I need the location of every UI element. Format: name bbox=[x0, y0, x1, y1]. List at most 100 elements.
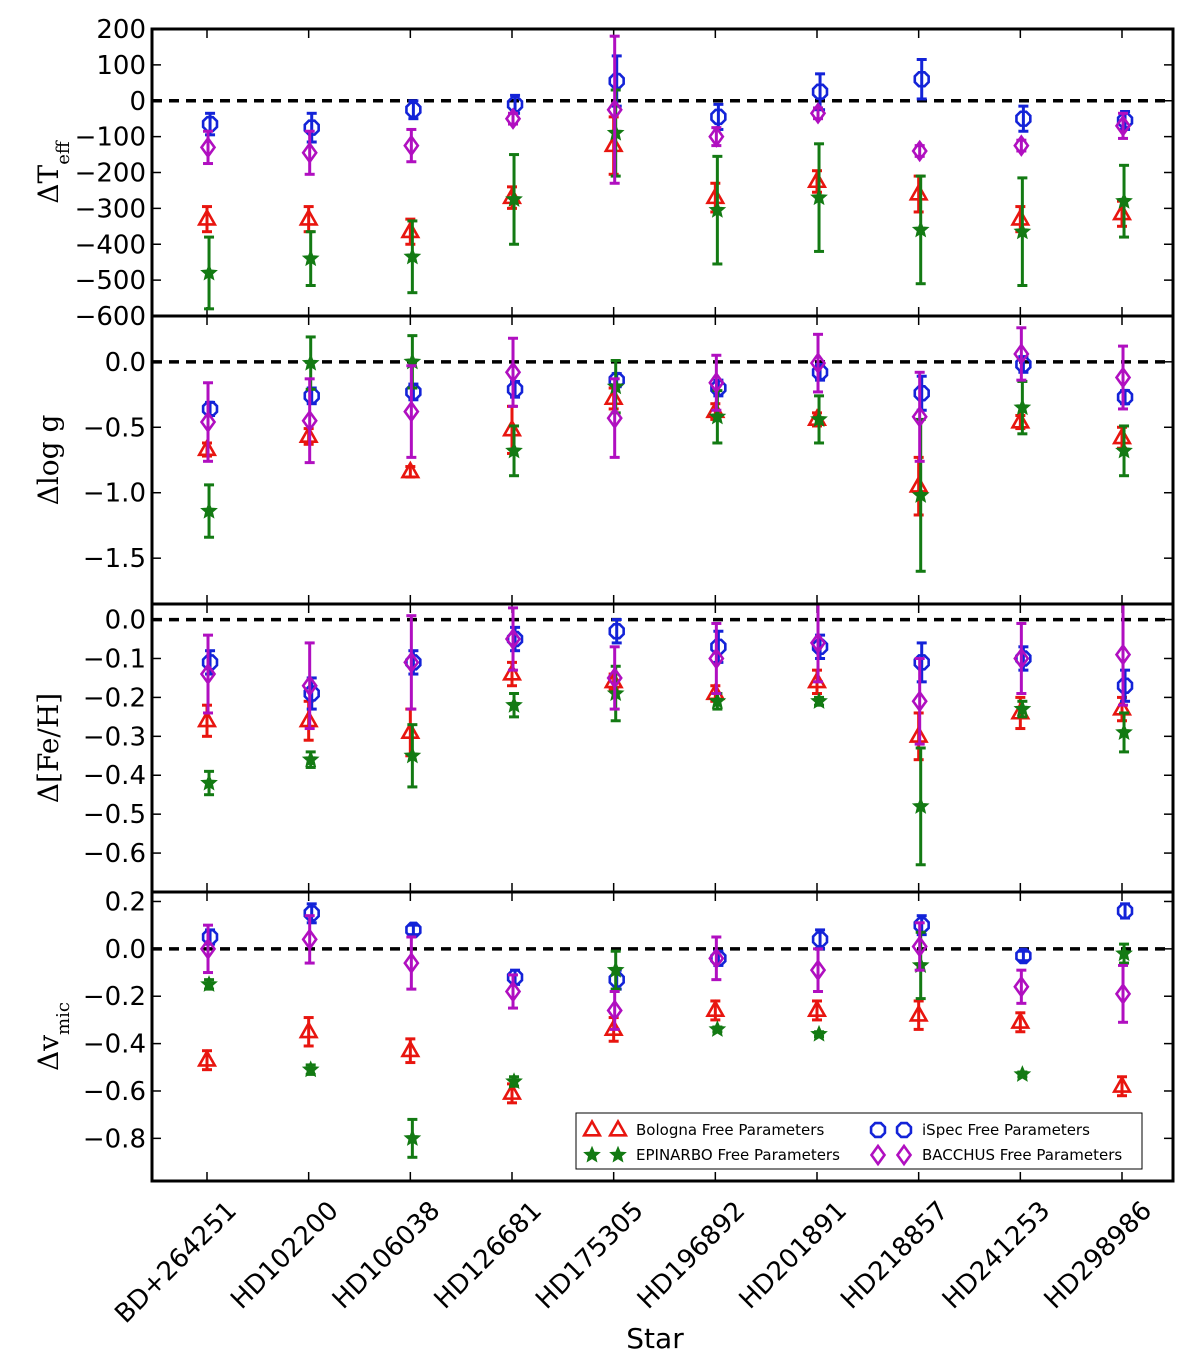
y-tick-label: −0.5 bbox=[83, 800, 146, 830]
data-point bbox=[501, 1082, 523, 1100]
y-tick-label: −0.1 bbox=[83, 644, 146, 674]
y-tick-label: −0.2 bbox=[83, 982, 146, 1012]
data-point bbox=[1116, 902, 1134, 920]
data-point bbox=[608, 971, 625, 988]
data-point bbox=[301, 353, 320, 371]
y-tick-label: −0.8 bbox=[83, 1124, 146, 1154]
legend-marker bbox=[609, 1145, 627, 1163]
legend-label: BACCHUS Free Parameters bbox=[922, 1146, 1122, 1164]
legend-marker bbox=[869, 1121, 887, 1139]
data-point bbox=[606, 406, 623, 430]
legend-marker bbox=[607, 1118, 629, 1137]
data-point bbox=[708, 125, 725, 148]
y-tick-label: 0.0 bbox=[105, 348, 146, 378]
data-point bbox=[1111, 202, 1133, 221]
data-point bbox=[908, 1004, 929, 1022]
data-point bbox=[1015, 110, 1032, 127]
data-point bbox=[405, 101, 422, 118]
series-triangle bbox=[196, 115, 1133, 246]
data-point bbox=[608, 623, 625, 640]
data-point bbox=[911, 797, 930, 814]
data-point bbox=[196, 208, 218, 226]
data-point bbox=[405, 383, 422, 401]
y-tick-label: 0 bbox=[129, 87, 146, 117]
panel-feh: 0.0 −0.1 −0.2 −0.3 −0.4 −0.5 −0.6 Δ[Fe/H] bbox=[32, 602, 1175, 894]
series-star bbox=[200, 88, 1133, 311]
data-point bbox=[505, 695, 523, 713]
data-point bbox=[810, 691, 828, 709]
data-point bbox=[1015, 356, 1032, 373]
data-point bbox=[908, 182, 929, 201]
series-star bbox=[200, 930, 1133, 1159]
y-axis-label: Δlog g bbox=[32, 415, 65, 506]
data-point bbox=[504, 107, 522, 130]
data-point bbox=[200, 263, 218, 281]
data-point bbox=[913, 385, 930, 402]
data-point bbox=[196, 1049, 218, 1067]
data-point bbox=[809, 102, 827, 125]
data-point bbox=[301, 409, 318, 432]
data-point bbox=[806, 170, 828, 189]
data-point bbox=[1013, 975, 1030, 998]
data-point bbox=[1013, 1065, 1032, 1082]
data-point bbox=[200, 975, 218, 992]
y-tick-label: −0.3 bbox=[83, 722, 146, 752]
legend-label: Bologna Free Parameters bbox=[636, 1121, 824, 1139]
data-point bbox=[708, 947, 725, 970]
x-tick-labels: BD+264251HD102200HD106038HD126681HD17530… bbox=[109, 1196, 1158, 1330]
data-point bbox=[911, 690, 928, 713]
data-point bbox=[809, 958, 827, 982]
data-point bbox=[708, 200, 727, 218]
data-point bbox=[199, 662, 217, 686]
data-point bbox=[303, 119, 320, 136]
x-tick-label: HD106038 bbox=[327, 1196, 446, 1315]
data-point bbox=[403, 247, 422, 265]
data-point bbox=[1013, 699, 1032, 717]
y-axis-label-main: Δ[Fe/H] bbox=[32, 693, 65, 803]
legend-entry: Bologna Free Parameters bbox=[581, 1118, 824, 1139]
data-point bbox=[505, 441, 523, 459]
y-tick-label: −100 bbox=[75, 123, 146, 153]
data-point bbox=[809, 351, 827, 375]
data-point bbox=[810, 410, 828, 427]
y-tick-label: −1.0 bbox=[83, 479, 146, 509]
x-axis-label: Star bbox=[626, 1322, 684, 1355]
y-tick-label: −0.4 bbox=[83, 761, 146, 791]
y-axis-label-main: ΔT bbox=[32, 164, 65, 203]
legend-entry: EPINARBO Free Parameters bbox=[583, 1145, 840, 1164]
data-point bbox=[403, 1129, 422, 1146]
legend-marker bbox=[581, 1118, 603, 1137]
x-tick-label: HD196892 bbox=[632, 1196, 751, 1315]
data-point bbox=[710, 108, 727, 126]
data-point bbox=[200, 773, 218, 791]
y-axis-label-sub: mic bbox=[53, 1002, 74, 1035]
y-tick-label: −600 bbox=[75, 302, 146, 332]
data-point bbox=[606, 666, 623, 690]
data-point bbox=[199, 410, 217, 434]
data-point bbox=[911, 139, 928, 163]
data-point bbox=[200, 501, 218, 519]
data-point bbox=[810, 188, 828, 206]
data-point bbox=[301, 928, 318, 951]
data-point bbox=[1114, 982, 1132, 1006]
series-octagon bbox=[201, 54, 1134, 144]
data-point bbox=[1010, 208, 1031, 226]
series-diamond bbox=[199, 326, 1132, 465]
legend-marker bbox=[895, 1143, 913, 1167]
y-tick-label: 100 bbox=[96, 51, 146, 81]
data-point bbox=[505, 190, 523, 207]
data-point bbox=[1114, 643, 1132, 666]
legend-label: EPINARBO Free Parameters bbox=[636, 1146, 840, 1164]
series-octagon bbox=[201, 902, 1134, 991]
data-point bbox=[1114, 366, 1132, 389]
data-point bbox=[501, 418, 523, 437]
data-point bbox=[806, 999, 828, 1018]
y-axis-label-main: Δv bbox=[32, 1035, 65, 1071]
data-point bbox=[301, 750, 320, 768]
data-point bbox=[708, 407, 727, 425]
series-star bbox=[200, 334, 1133, 573]
data-point bbox=[403, 951, 420, 975]
data-point bbox=[501, 662, 523, 681]
legend: Bologna Free Parameters iSpec Free Parame… bbox=[575, 1112, 1143, 1170]
legend-marker bbox=[869, 1143, 887, 1167]
